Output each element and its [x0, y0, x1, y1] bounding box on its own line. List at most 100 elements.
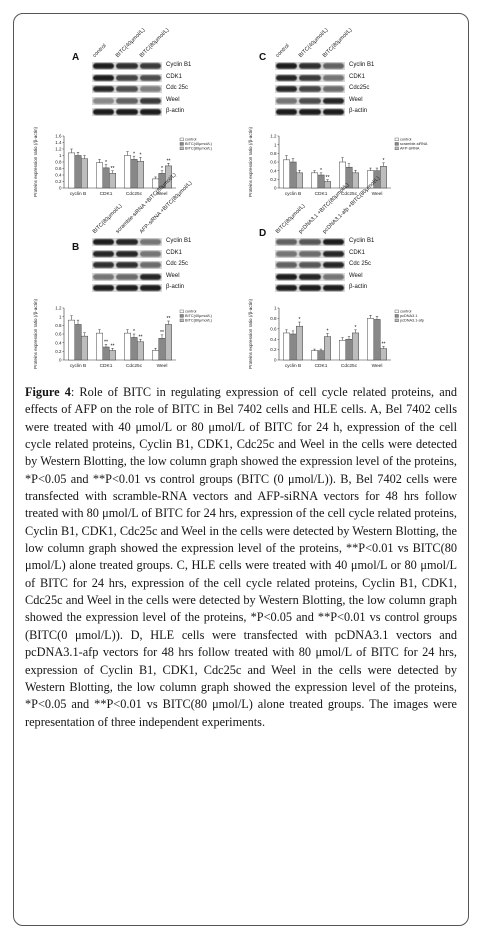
blot-band — [139, 86, 161, 92]
western-blot: control BITC(40μmol/L) BITC(80μmol/L) Cycli… — [92, 27, 232, 132]
bar — [296, 172, 303, 189]
significance-label: ** — [110, 166, 114, 172]
panel-letter: D — [259, 228, 267, 239]
bar — [352, 172, 359, 189]
blot-row — [275, 249, 345, 258]
bar-chart: Proteins expression ratio (/β-actin) 0 0.2… — [33, 299, 213, 370]
blot-band — [276, 97, 298, 104]
panel-b: B BITC(80μmol/L) scramble-siRNA +BITC(80μ… — [30, 172, 240, 378]
panel-letter: B — [72, 242, 80, 253]
blot-band — [276, 63, 298, 69]
protein-label: β-actin — [166, 108, 185, 114]
y-tick-label: 0.6 — [270, 326, 277, 331]
x-tick-label: CDK1 — [315, 363, 328, 369]
bar — [152, 350, 159, 361]
blot-band — [276, 239, 298, 245]
bar — [81, 335, 88, 361]
blot-row — [92, 249, 162, 258]
blot-row — [92, 272, 162, 281]
protein-label: Weel — [349, 272, 363, 279]
legend-label: pcDNA3.1 — [400, 314, 417, 318]
blot-band — [322, 109, 344, 115]
significance-label: * — [161, 166, 163, 172]
significance-label: ** — [166, 316, 170, 322]
blot-band — [116, 250, 138, 257]
blot-row — [275, 108, 345, 116]
significance-label: ** — [104, 340, 108, 346]
y-tick-label: 0.2 — [270, 177, 277, 182]
y-tick-label: 1.4 — [55, 140, 62, 145]
y-tick-label: 0.2 — [270, 347, 277, 352]
significance-label: ** — [160, 330, 164, 336]
legend-swatch — [179, 314, 184, 318]
panel-letter: A — [72, 52, 80, 63]
bar — [96, 162, 103, 189]
blot-row — [275, 284, 345, 292]
blot-band — [116, 239, 138, 245]
y-tick-label: 0.2 — [55, 349, 62, 354]
blot-row — [275, 96, 345, 105]
y-axis-label: Proteins expression ratio (/β-actin) — [248, 127, 253, 198]
y-tick-label: 0.8 — [55, 323, 62, 328]
x-tick-label: Weel — [157, 363, 168, 369]
significance-label: ** — [138, 334, 142, 340]
blot-band — [299, 273, 321, 280]
blot-band — [299, 109, 321, 115]
blot-band — [139, 273, 161, 280]
blot-band — [276, 109, 298, 115]
significance-label: * — [139, 153, 141, 159]
blot-band — [322, 97, 344, 104]
blot-band — [116, 273, 138, 280]
y-axis-label: Proteins expression ratio (/β-actin) — [248, 299, 253, 370]
blot-band — [93, 250, 115, 257]
bar — [311, 350, 318, 361]
y-tick-label: 0.8 — [270, 316, 277, 321]
blot-band — [299, 74, 321, 81]
bar — [81, 158, 88, 189]
bar — [124, 155, 131, 189]
blot-band — [322, 285, 344, 291]
protein-label: Cdc25c — [349, 85, 370, 91]
y-tick-label: 0 — [274, 186, 277, 191]
protein-label: Cyclin B1 — [349, 62, 375, 68]
x-tick-label: CDK1 — [100, 363, 113, 369]
y-tick-label: 1 — [59, 153, 62, 158]
bar — [96, 332, 103, 361]
protein-label: Cdc 25c — [166, 261, 189, 267]
legend-label: pcDNA3.1-afp — [400, 319, 424, 323]
blot-band — [322, 262, 344, 268]
legend-swatch — [394, 314, 399, 318]
blot-row — [275, 62, 345, 70]
bar — [130, 337, 138, 361]
y-tick-label: 1 — [59, 314, 62, 319]
legend-label: control — [400, 138, 412, 142]
blot-band — [139, 63, 161, 69]
blot-band — [93, 97, 115, 104]
significance-label: * — [320, 168, 322, 174]
blot-band — [116, 285, 138, 291]
x-tick-label: Cdc25c — [341, 191, 358, 197]
legend-label: BITC(80μmol/L) — [185, 319, 213, 323]
bar — [109, 173, 116, 189]
blot-band — [93, 63, 115, 69]
significance-label: * — [354, 325, 356, 331]
bar — [130, 159, 138, 189]
legend-swatch — [394, 137, 399, 141]
panel-letter: C — [259, 52, 267, 63]
x-tick-label: cyclin B — [70, 363, 87, 369]
bar — [296, 325, 303, 361]
western-blot: control BITC(40μmol/L) BITC(80μmol/L) Cycli… — [275, 27, 415, 132]
blot-row — [275, 85, 345, 93]
blot-row — [92, 62, 162, 70]
bar — [124, 332, 131, 361]
blot-band — [299, 250, 321, 257]
protein-label: β-actin — [166, 284, 185, 290]
blot-band — [299, 239, 321, 245]
blot-row — [92, 284, 162, 292]
y-tick-label: 0 — [59, 358, 62, 363]
x-tick-label: CDK1 — [315, 191, 328, 197]
legend-swatch — [179, 142, 184, 146]
x-tick-label: Weel — [372, 363, 383, 369]
bar — [380, 348, 387, 361]
bar — [137, 161, 144, 189]
